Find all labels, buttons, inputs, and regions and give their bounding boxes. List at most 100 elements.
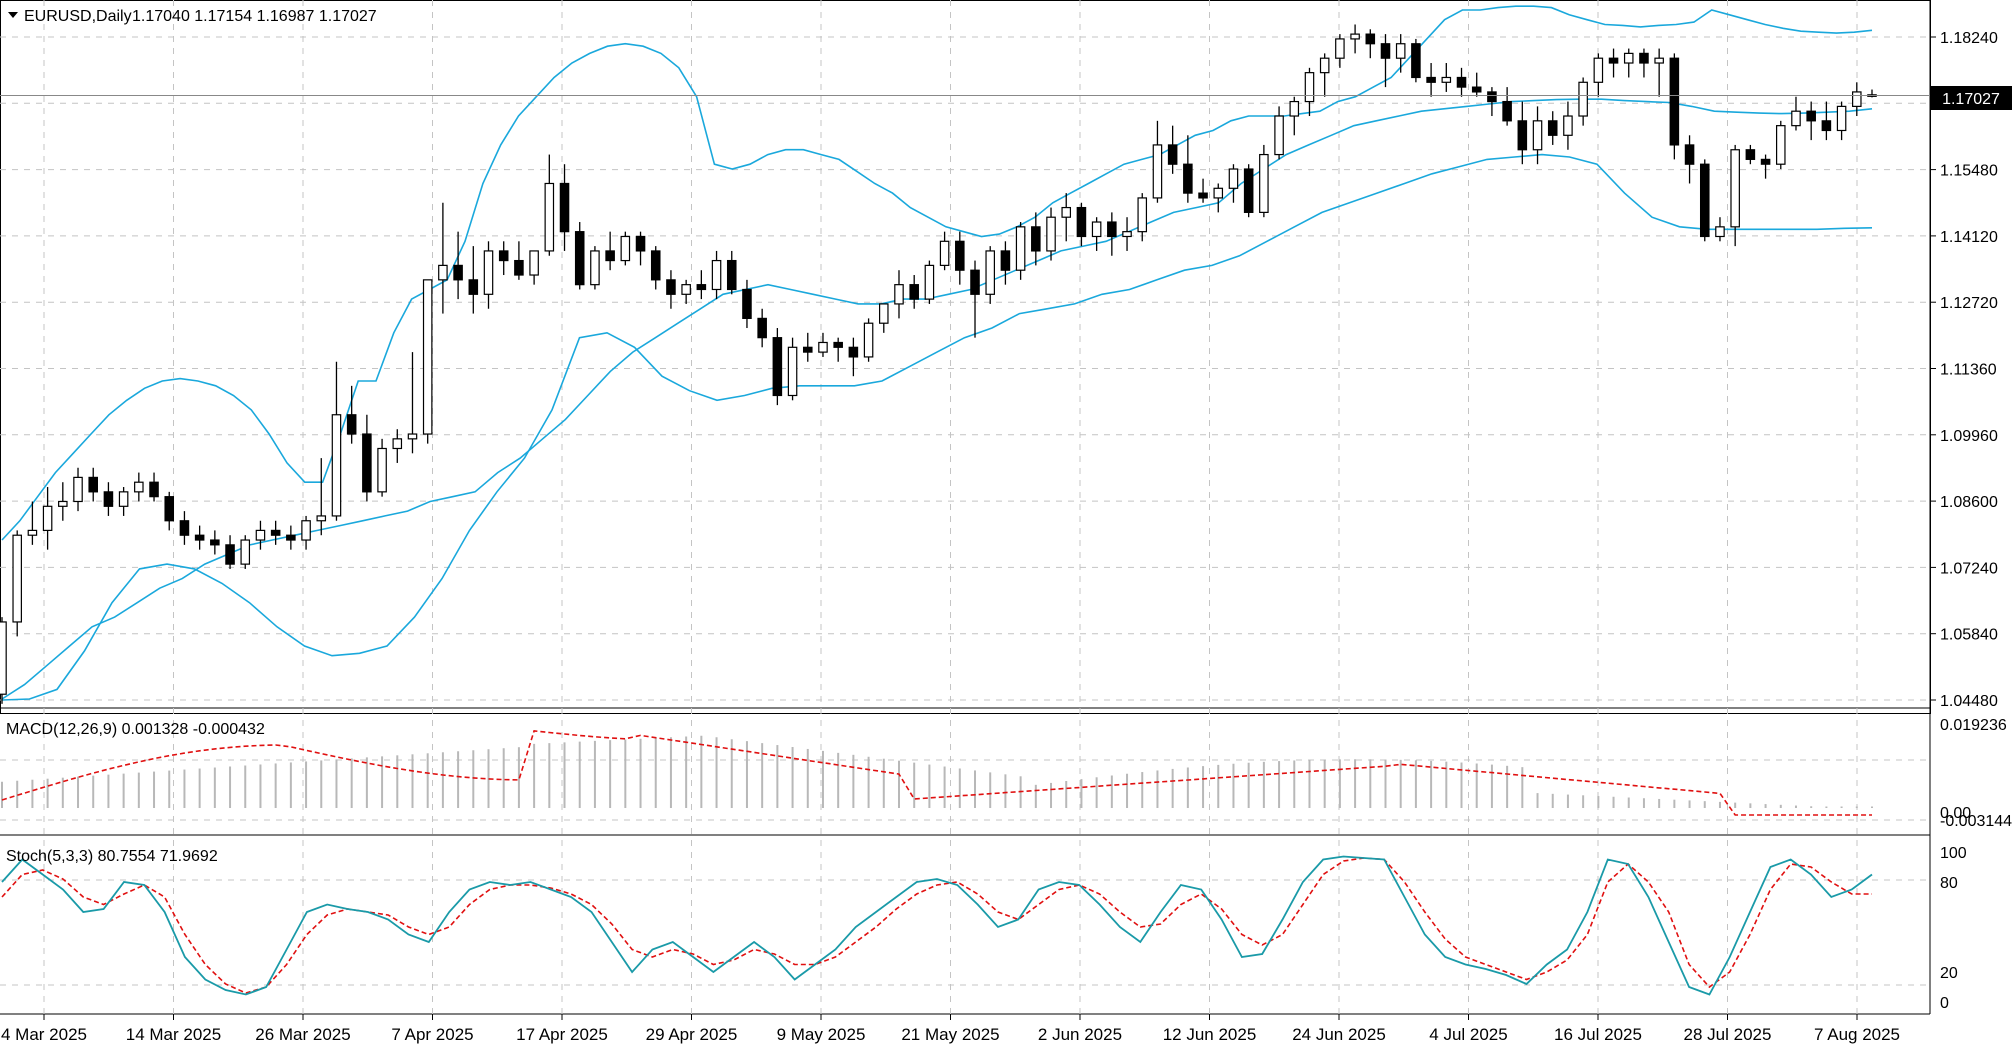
date-tick-label: 16 Jul 2025 <box>1554 1025 1642 1044</box>
candle-body-down <box>103 491 114 507</box>
candle <box>1304 67 1315 117</box>
candle <box>1152 120 1163 203</box>
candle <box>1183 135 1193 203</box>
candle <box>194 525 205 550</box>
ohlc-values: 1.17040 1.17154 1.16987 1.17027 <box>132 8 377 25</box>
candle <box>514 241 524 280</box>
macd-tick-label: 0.00 <box>1940 805 1971 822</box>
stoch-tick-label: 80 <box>1940 875 1958 892</box>
candle <box>879 303 889 333</box>
candle-body-up <box>1623 52 1634 64</box>
candle <box>924 260 935 304</box>
candle <box>225 535 235 569</box>
candle <box>1775 120 1786 170</box>
price-tick-label: 1.15480 <box>1940 163 1998 180</box>
macd-signal-line <box>1 730 1872 816</box>
candle <box>574 222 585 290</box>
candle-body-up <box>1654 57 1664 64</box>
candle-body-down <box>1076 206 1087 238</box>
candle-body-down <box>453 264 463 281</box>
candle <box>118 487 129 516</box>
candle <box>1867 89 1877 98</box>
candle <box>1563 101 1573 150</box>
candle <box>1745 144 1756 165</box>
candle-body-down <box>1380 43 1391 59</box>
candle-body-down <box>772 337 783 397</box>
price-tick-label: 1.08600 <box>1940 494 1998 511</box>
candle-body-up <box>407 433 418 440</box>
candle <box>210 530 220 555</box>
candle <box>1547 111 1558 145</box>
date-tick-label: 14 Mar 2025 <box>126 1025 221 1044</box>
candle <box>757 308 767 348</box>
price-tick-label: 1.11360 <box>1940 362 1997 379</box>
candle-body-down <box>1699 163 1710 238</box>
candle-body-up <box>392 438 403 450</box>
stoch-main-line <box>1 855 1873 996</box>
candle-body-down <box>194 534 205 541</box>
candle <box>1806 101 1816 141</box>
candle-body-up <box>529 250 539 276</box>
candle <box>58 482 68 521</box>
candle <box>726 250 737 295</box>
price-tag: 1.17027 <box>1942 91 2000 108</box>
candle <box>970 260 980 338</box>
candle <box>1654 48 1664 97</box>
candle <box>1532 106 1543 165</box>
candle <box>1289 96 1300 136</box>
candle <box>1046 207 1056 261</box>
candle <box>1319 53 1330 97</box>
stoch-tick-label: 20 <box>1940 965 1958 982</box>
candle-body-down <box>286 534 296 541</box>
candle <box>1031 212 1041 266</box>
symbol-menu-icon[interactable] <box>8 12 18 18</box>
candle-body-up <box>787 346 798 397</box>
candle-body-up <box>1274 115 1284 156</box>
candle <box>666 270 676 309</box>
candle-body-up <box>1046 216 1056 252</box>
candle-body-up <box>438 264 448 281</box>
macd-label: MACD(12,26,9) 0.001328 -0.000432 <box>6 721 265 738</box>
bollinger-middle <box>1 98 1873 700</box>
candle-body-down <box>1547 120 1558 136</box>
candle-body-down <box>498 250 509 262</box>
price-tag-box <box>1930 86 2012 110</box>
candle <box>863 318 874 362</box>
candle <box>1623 48 1634 78</box>
candle-body-up <box>1122 231 1132 238</box>
candle <box>1411 38 1421 83</box>
candle-body-down <box>1426 76 1436 83</box>
candle <box>985 246 995 304</box>
candle-body-down <box>1487 91 1497 103</box>
candle <box>1395 34 1406 73</box>
candle <box>12 530 22 637</box>
stoch-signal-line <box>1 857 1872 994</box>
candle-body-up <box>1730 149 1740 228</box>
candle-body-up <box>590 250 600 286</box>
candle <box>1213 183 1224 213</box>
candle-body-up <box>1563 115 1573 136</box>
chart-symbol: EURUSD,Daily <box>24 8 132 25</box>
price-tick-label: 1.12720 <box>1940 295 1998 312</box>
candle <box>1715 217 1725 242</box>
candle <box>453 231 463 300</box>
candle-body-up <box>42 505 53 531</box>
candle <box>1380 34 1391 88</box>
grid <box>0 0 1930 1014</box>
axis-labels: 1.182401.168001.154801.141201.127201.113… <box>1 30 2012 1044</box>
candle <box>1061 193 1072 242</box>
price-tick-label: 1.09960 <box>1940 428 1998 445</box>
candle-body-up <box>1791 110 1801 127</box>
main-pane-frame <box>0 0 1931 714</box>
candle-body-up <box>1395 43 1406 59</box>
price-tick-label: 1.04480 <box>1940 693 1998 710</box>
candle <box>1015 222 1026 280</box>
date-tick-label: 21 May 2025 <box>901 1025 999 1044</box>
candle-body-up <box>240 539 251 565</box>
date-tick-label: 7 Apr 2025 <box>391 1025 473 1044</box>
candle <box>620 231 631 266</box>
candle-body-down <box>574 231 585 286</box>
candle <box>544 154 555 256</box>
candle <box>42 487 53 550</box>
